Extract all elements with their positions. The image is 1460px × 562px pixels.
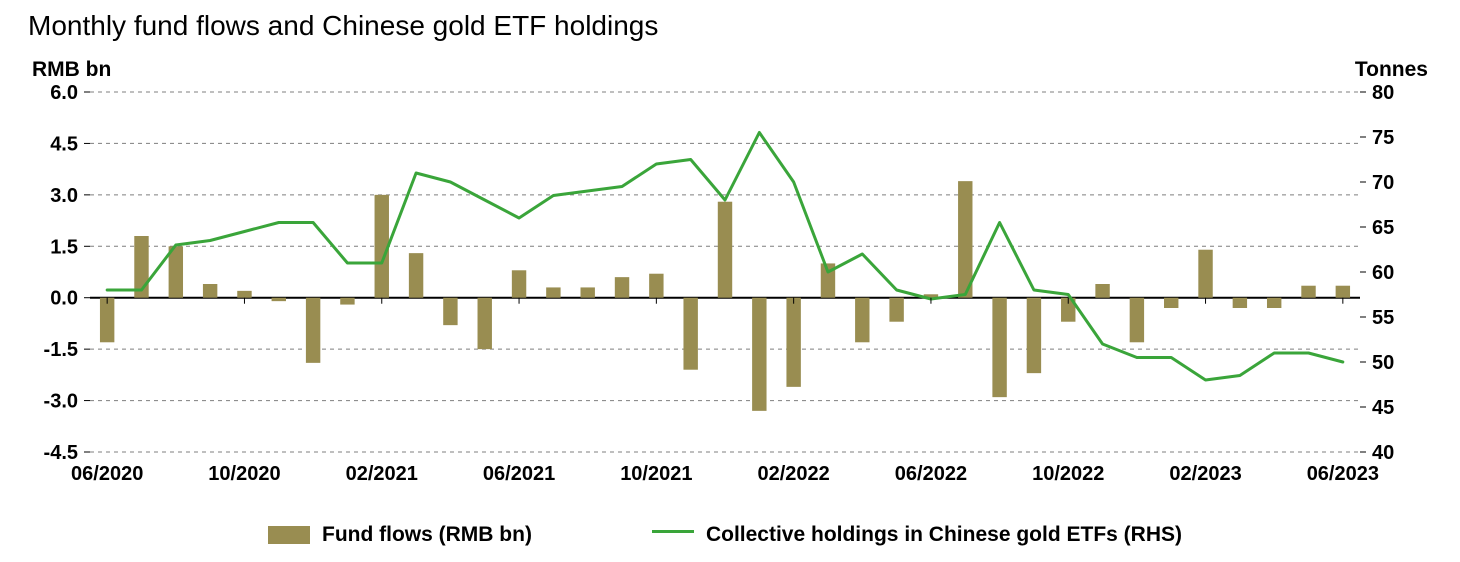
legend-item-bars: Fund flows (RMB bn) bbox=[268, 523, 532, 547]
plot-area: -4.5-3.0-1.50.01.53.04.56.04045505560657… bbox=[90, 92, 1360, 452]
y-left-tick-label: -4.5 bbox=[44, 442, 78, 464]
bar bbox=[1267, 298, 1281, 308]
y-right-axis-label: Tonnes bbox=[1355, 58, 1428, 82]
y-right-tick-label: 45 bbox=[1372, 397, 1394, 419]
y-left-tick-label: -1.5 bbox=[44, 339, 78, 361]
y-right-tick-label: 40 bbox=[1372, 442, 1394, 464]
y-left-tick-label: 0.0 bbox=[50, 288, 78, 310]
bar bbox=[443, 298, 457, 325]
legend-swatch-bar bbox=[268, 526, 310, 544]
bar bbox=[1130, 298, 1144, 343]
bar bbox=[786, 298, 800, 387]
y-right-tick-label: 80 bbox=[1372, 82, 1394, 104]
y-right-tick-label: 75 bbox=[1372, 127, 1394, 149]
y-right-tick-label: 60 bbox=[1372, 262, 1394, 284]
bar bbox=[306, 298, 320, 363]
bar bbox=[100, 298, 114, 343]
bar bbox=[992, 298, 1006, 397]
x-tick-label: 02/2023 bbox=[1169, 463, 1241, 485]
bar bbox=[1198, 250, 1212, 298]
bar bbox=[958, 181, 972, 298]
x-tick-label: 02/2022 bbox=[758, 463, 830, 485]
legend: Fund flows (RMB bn) Collective holdings … bbox=[90, 520, 1360, 550]
bar bbox=[1301, 286, 1315, 298]
bar bbox=[237, 291, 251, 298]
bar bbox=[649, 274, 663, 298]
x-tick-label: 06/2021 bbox=[483, 463, 555, 485]
bar bbox=[512, 270, 526, 297]
x-tick-label: 10/2022 bbox=[1032, 463, 1104, 485]
bar bbox=[1095, 284, 1109, 298]
y-left-axis-label: RMB bn bbox=[32, 58, 111, 82]
bar bbox=[683, 298, 697, 370]
x-tick-label: 02/2021 bbox=[346, 463, 418, 485]
bar bbox=[1027, 298, 1041, 373]
x-tick-label: 06/2023 bbox=[1307, 463, 1379, 485]
bar bbox=[718, 202, 732, 298]
bar bbox=[203, 284, 217, 298]
bar bbox=[615, 277, 629, 298]
chart-svg: -4.5-3.0-1.50.01.53.04.56.04045505560657… bbox=[90, 92, 1360, 452]
bar bbox=[1164, 298, 1178, 308]
y-right-tick-label: 50 bbox=[1372, 352, 1394, 374]
x-tick-label: 06/2020 bbox=[71, 463, 143, 485]
bar bbox=[546, 287, 560, 297]
bar bbox=[855, 298, 869, 343]
bar bbox=[340, 298, 354, 305]
y-left-tick-label: 4.5 bbox=[50, 133, 78, 155]
legend-label-line: Collective holdings in Chinese gold ETFs… bbox=[706, 523, 1182, 547]
bar bbox=[1336, 286, 1350, 298]
legend-item-line: Collective holdings in Chinese gold ETFs… bbox=[652, 523, 1182, 547]
x-tick-label: 06/2022 bbox=[895, 463, 967, 485]
y-left-tick-label: 1.5 bbox=[50, 236, 78, 258]
y-right-tick-label: 65 bbox=[1372, 217, 1394, 239]
bar bbox=[889, 298, 903, 322]
chart-container: Monthly fund flows and Chinese gold ETF … bbox=[0, 0, 1460, 562]
y-right-tick-label: 55 bbox=[1372, 307, 1394, 329]
y-left-tick-label: 3.0 bbox=[50, 185, 78, 207]
bar bbox=[580, 287, 594, 297]
legend-label-bars: Fund flows (RMB bn) bbox=[322, 523, 532, 547]
x-tick-label: 10/2020 bbox=[208, 463, 280, 485]
y-left-tick-label: -3.0 bbox=[44, 391, 78, 413]
bar bbox=[1233, 298, 1247, 308]
bar bbox=[272, 298, 286, 301]
legend-swatch-line bbox=[652, 530, 694, 533]
x-tick-label: 10/2021 bbox=[620, 463, 692, 485]
chart-title: Monthly fund flows and Chinese gold ETF … bbox=[28, 10, 1440, 42]
bar bbox=[478, 298, 492, 349]
bar bbox=[409, 253, 423, 298]
y-right-tick-label: 70 bbox=[1372, 172, 1394, 194]
bar bbox=[752, 298, 766, 411]
y-left-tick-label: 6.0 bbox=[50, 82, 78, 104]
